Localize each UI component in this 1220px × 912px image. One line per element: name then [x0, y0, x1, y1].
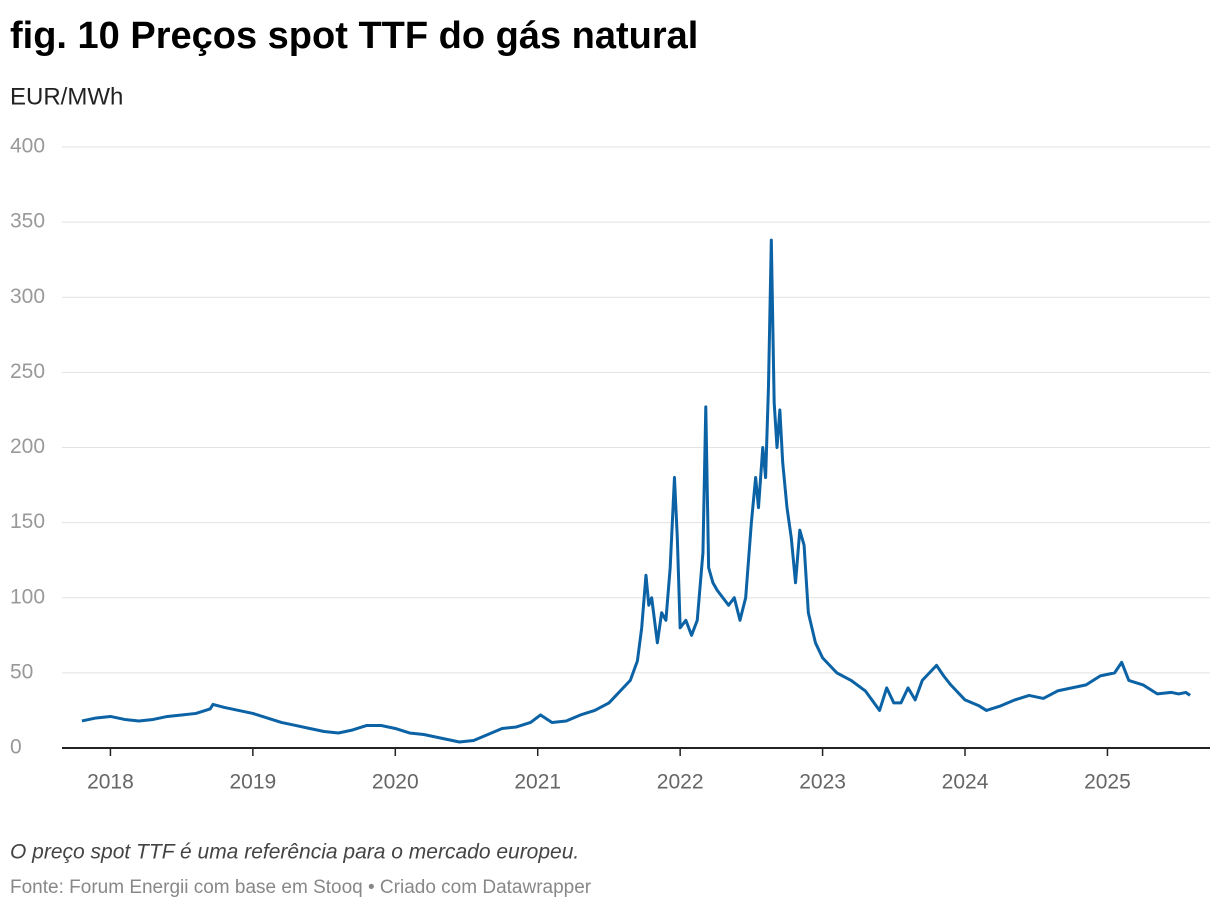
x-tick-label: 2025 [1084, 771, 1131, 794]
series-line [81, 238, 1191, 744]
x-tick-label: 2024 [942, 771, 989, 794]
y-tick-label: 100 [10, 585, 45, 608]
y-tick-label: 250 [10, 360, 45, 383]
chart-subtitle: EUR/MWh [10, 83, 123, 110]
y-tick-label: 150 [10, 510, 45, 533]
y-tick-label: 200 [10, 435, 45, 458]
x-tick-label: 2023 [799, 771, 846, 794]
x-tick-label: 2021 [514, 771, 561, 794]
y-tick-label: 50 [10, 660, 33, 683]
chart-title: fig. 10 Preços spot TTF do gás natural [10, 15, 698, 57]
y-tick-label: 350 [10, 210, 45, 233]
y-tick-label: 300 [10, 285, 45, 308]
x-tick-label: 2019 [229, 771, 276, 794]
x-tick-label: 2022 [657, 771, 704, 794]
chart-note: O preço spot TTF é uma referência para o… [10, 841, 579, 864]
chart-source: Fonte: Forum Energii com base em Stooq •… [10, 877, 592, 898]
y-tick-label: 0 [10, 736, 22, 759]
x-tick-label: 2020 [372, 771, 419, 794]
x-tick-label: 2018 [87, 771, 134, 794]
y-tick-label: 400 [10, 135, 45, 158]
